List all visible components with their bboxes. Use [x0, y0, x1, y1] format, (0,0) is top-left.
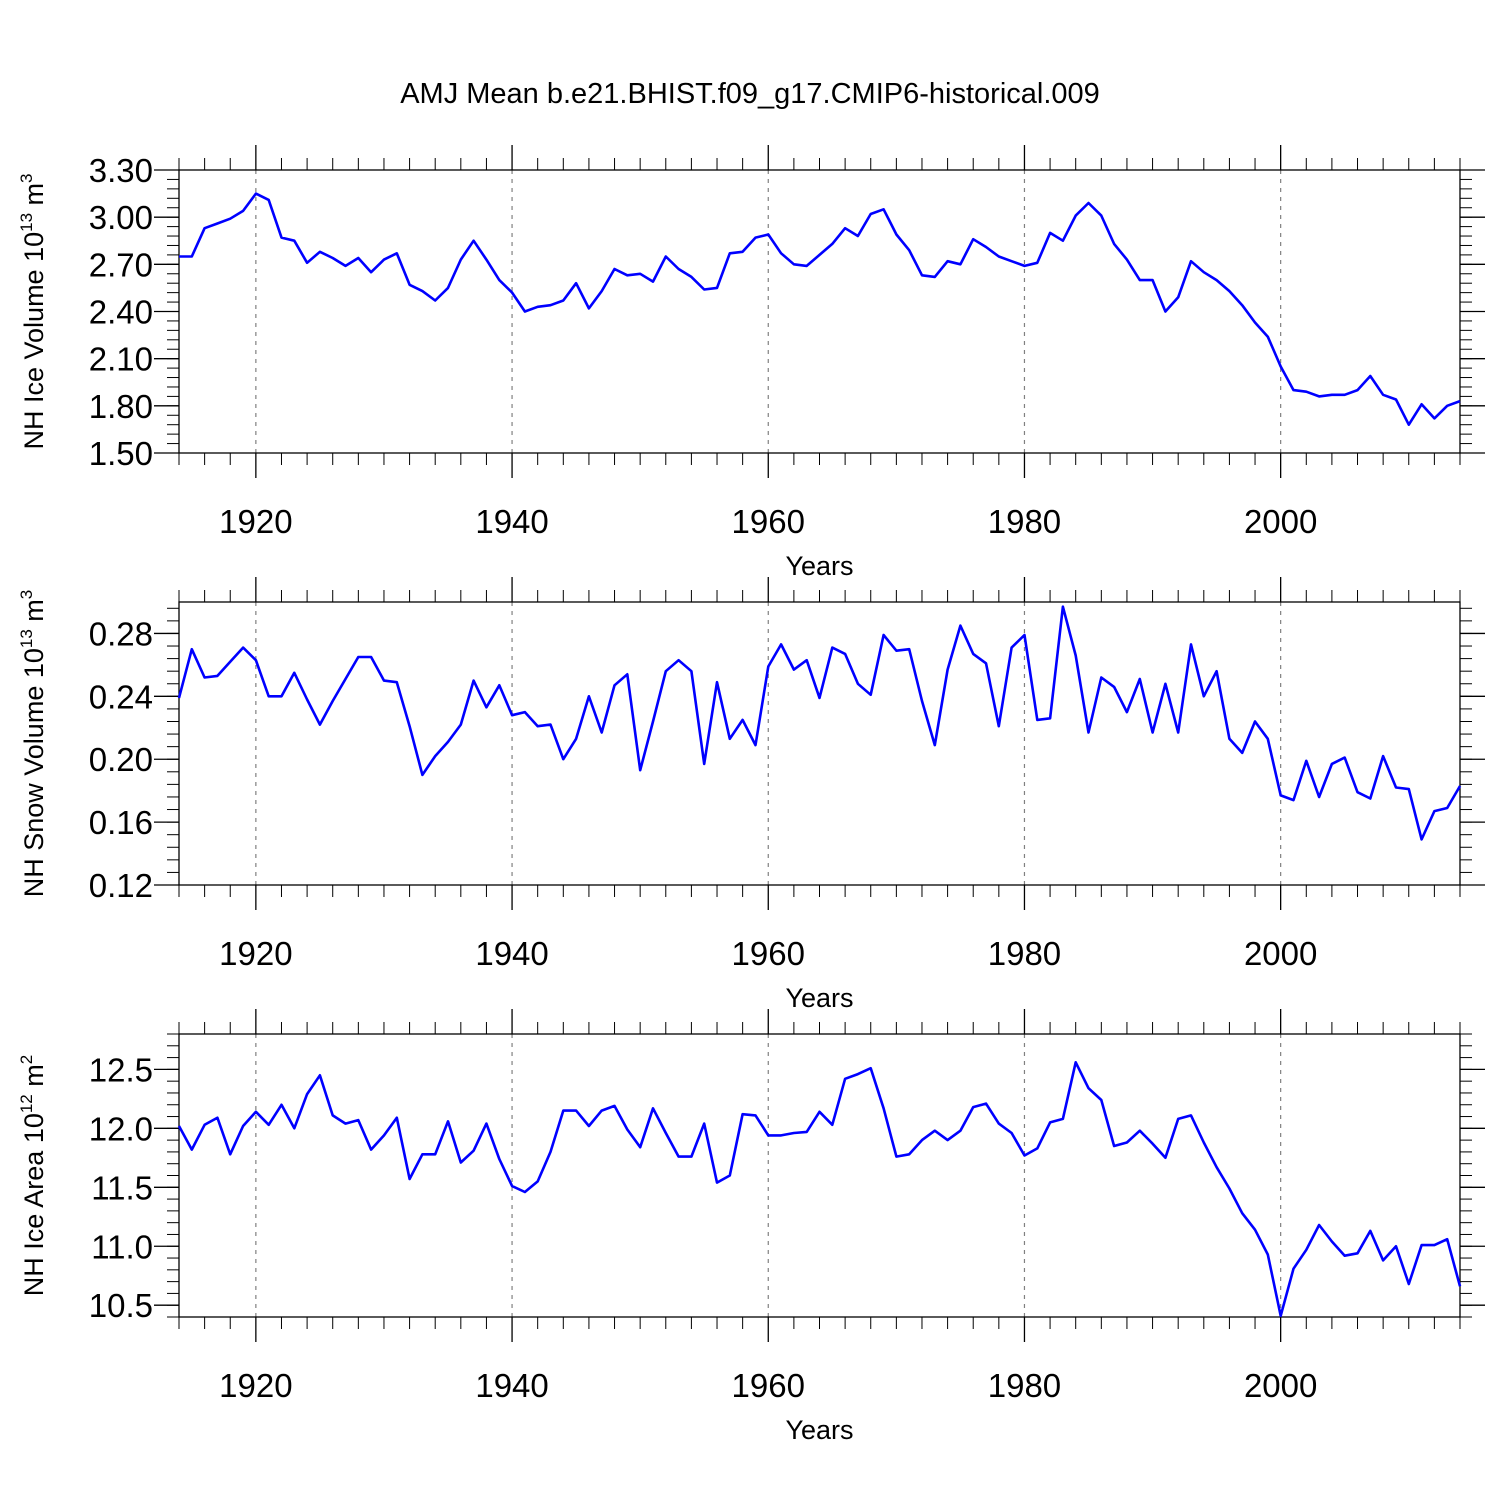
plot-frame	[178, 169, 1461, 454]
y-axis-label-unit-exponent: 2	[17, 1055, 36, 1064]
x-tick-label-2000: 2000	[1244, 935, 1317, 972]
chart-panel-1: 1920 1940 1960 1980 2000 1.50 1.80 2.10 2.40 2.70…	[17, 145, 1485, 581]
series-line-1-1	[179, 192, 1461, 427]
y-axis-label-unit: m	[19, 1064, 49, 1094]
y-axis-label-exponent: 13	[17, 213, 36, 232]
y-tick-label-12.0: 12.0	[89, 1110, 153, 1147]
series-line-2-1	[177, 605, 1462, 841]
figure-title: AMJ Mean b.e21.BHIST.f09_g17.CMIP6-histo…	[400, 78, 1100, 110]
chart-panel-2: 1920 1940 1960 1980 2000 0.12 0.16 0.20 0.24 0.28…	[17, 577, 1485, 1013]
y-axis-label-unit: m	[19, 599, 49, 629]
x-axis-label: Years	[785, 551, 853, 581]
x-tick-label-1980: 1980	[988, 935, 1061, 972]
y-tick-label-3.30: 3.30	[89, 152, 153, 189]
y-tick-label-3.00: 3.00	[89, 199, 153, 236]
y-axis-label: NH Ice Volume 1013 m3	[17, 174, 49, 450]
series-line-3-1	[177, 1061, 1462, 1318]
x-tick-label-1920: 1920	[219, 935, 292, 972]
y-axis-label-unit-exponent: 3	[17, 590, 36, 599]
x-tick-label-1940: 1940	[475, 503, 548, 540]
x-tick-label-2000: 2000	[1244, 503, 1317, 540]
y-tick-label-0.16: 0.16	[89, 804, 153, 841]
y-tick-label-11.0: 11.0	[91, 1228, 153, 1265]
chart-panel-3: 1920 1940 1960 1980 2000 10.5 11.0 11.5 12.0 12.5…	[17, 1009, 1485, 1445]
y-tick-label-0.28: 0.28	[89, 615, 153, 652]
x-tick-label-1960: 1960	[732, 503, 805, 540]
x-tick-label-1940: 1940	[475, 935, 548, 972]
y-axis-label-exponent: 12	[17, 1094, 36, 1113]
y-axis-label: NH Ice Area 1012 m2	[17, 1055, 49, 1296]
x-tick-label-1920: 1920	[219, 1367, 292, 1404]
y-tick-label-0.12: 0.12	[89, 867, 153, 904]
y-tick-label-0.24: 0.24	[89, 678, 153, 715]
x-tick-label-1920: 1920	[219, 503, 292, 540]
y-axis-label-exponent: 13	[17, 629, 36, 648]
x-tick-label-1940: 1940	[475, 1367, 548, 1404]
y-tick-label-2.40: 2.40	[89, 294, 153, 331]
y-axis-label-main: NH Ice Area 10	[19, 1113, 49, 1296]
x-tick-label-1980: 1980	[988, 1367, 1061, 1404]
y-tick-label-11.5: 11.5	[91, 1169, 153, 1206]
y-axis-label-unit-exponent: 3	[17, 174, 36, 183]
y-axis-label-main: NH Snow Volume 10	[19, 648, 49, 897]
y-tick-label-10.5: 10.5	[89, 1287, 153, 1324]
x-axis-label: Years	[785, 983, 853, 1013]
y-axis-label-main: NH Ice Volume 10	[19, 232, 49, 450]
y-axis-label: NH Snow Volume 1013 m3	[17, 590, 49, 898]
x-tick-label-1980: 1980	[988, 503, 1061, 540]
x-tick-label-1960: 1960	[732, 935, 805, 972]
y-tick-label-0.20: 0.20	[89, 741, 153, 778]
x-axis-label: Years	[785, 1415, 853, 1445]
plot-frame	[178, 1033, 1461, 1318]
y-tick-label-12.5: 12.5	[89, 1051, 153, 1088]
y-tick-label-2.70: 2.70	[89, 246, 153, 283]
y-axis-label-unit: m	[19, 183, 49, 213]
y-tick-label-1.50: 1.50	[89, 435, 153, 472]
y-tick-label-2.10: 2.10	[89, 341, 153, 378]
y-tick-label-1.80: 1.80	[89, 388, 153, 425]
x-tick-label-1960: 1960	[732, 1367, 805, 1404]
x-tick-label-2000: 2000	[1244, 1367, 1317, 1404]
